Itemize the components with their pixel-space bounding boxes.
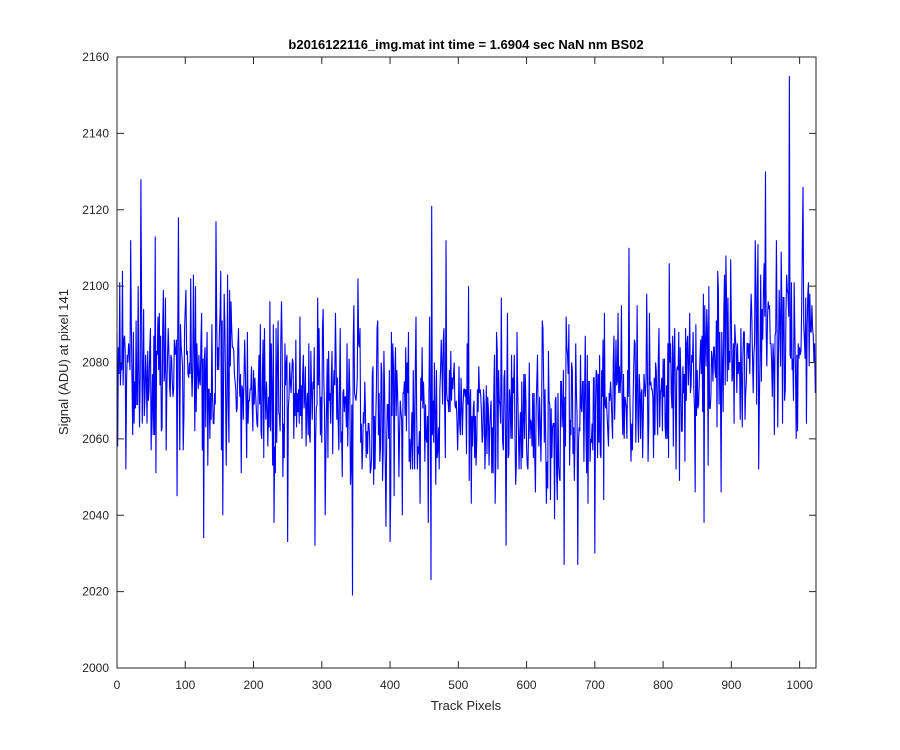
- x-tick-label: 700: [585, 678, 605, 692]
- x-tick-label: 300: [312, 678, 332, 692]
- y-axis-label: Signal (ADU) at pixel 141: [56, 289, 71, 435]
- signal-series-line: [116, 76, 816, 596]
- x-axis-label: Track Pixels: [431, 698, 502, 713]
- x-tick-label: 600: [517, 678, 537, 692]
- chart-title: b2016122116_img.mat int time = 1.6904 se…: [288, 37, 643, 52]
- y-tick-label: 2100: [82, 279, 109, 293]
- x-tick-label: 100: [175, 678, 195, 692]
- y-tick-label: 2020: [82, 585, 109, 599]
- x-axis: 0 100 200 300 400 500 600 700 800 900 1000: [114, 57, 813, 692]
- x-tick-label: 0: [114, 678, 121, 692]
- y-tick-label: 2120: [82, 203, 109, 217]
- x-tick-label: 800: [653, 678, 673, 692]
- x-tick-label: 1000: [786, 678, 813, 692]
- plot-area: [116, 56, 817, 669]
- x-tick-label: 400: [380, 678, 400, 692]
- x-tick-label: 500: [448, 678, 468, 692]
- y-tick-label: 2000: [82, 661, 109, 675]
- x-tick-label: 200: [244, 678, 264, 692]
- y-tick-label: 2080: [82, 356, 109, 370]
- y-tick-label: 2060: [82, 432, 109, 446]
- series-layer: [116, 76, 816, 596]
- y-tick-label: 2160: [82, 50, 109, 64]
- y-axis: 2000 2020 2040 2060 2080 2100 2120 2140 2160: [82, 50, 816, 675]
- y-tick-label: 2140: [82, 126, 109, 140]
- x-tick-label: 900: [721, 678, 741, 692]
- y-tick-label: 2040: [82, 508, 109, 522]
